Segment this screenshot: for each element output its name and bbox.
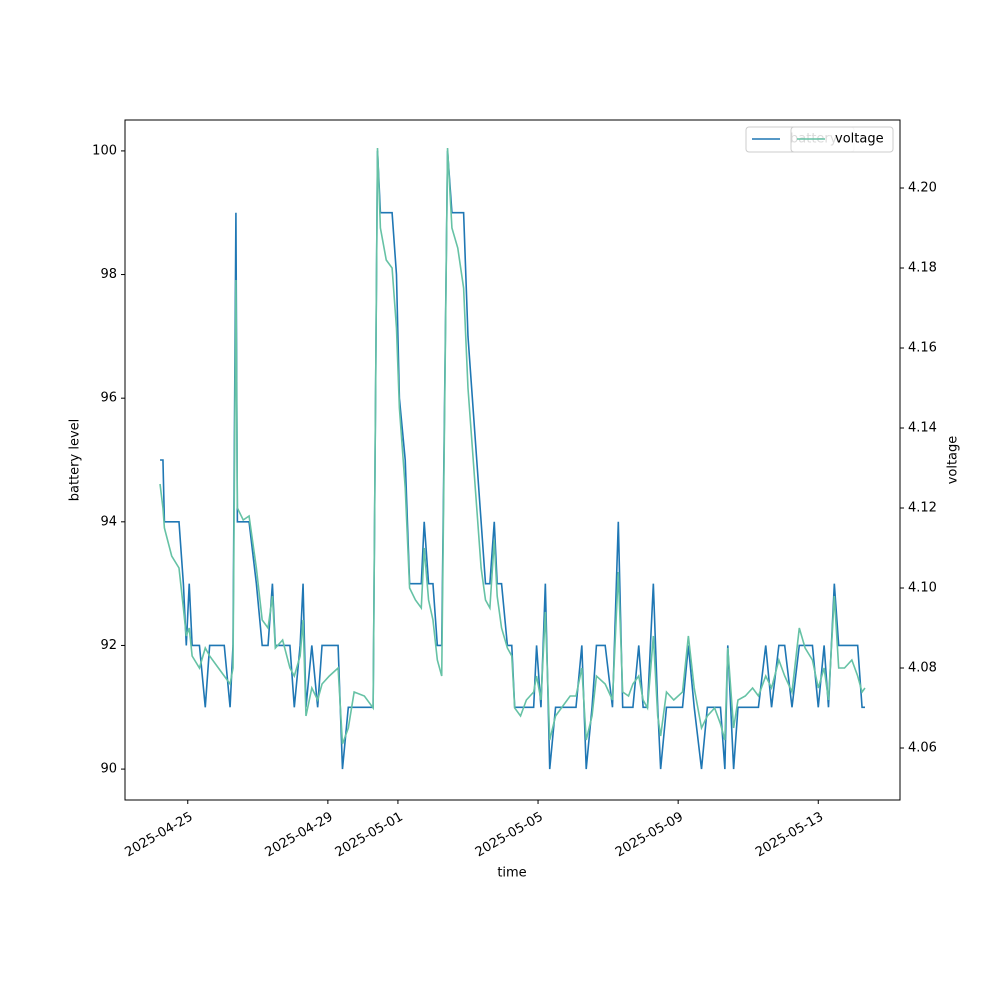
- y2-tick-label: 4.12: [908, 501, 937, 516]
- x-axis-label: time: [497, 866, 526, 881]
- y2-tick-label: 4.20: [908, 181, 937, 196]
- y2-tick-label: 4.08: [908, 661, 937, 676]
- y2-tick-label: 4.18: [908, 261, 937, 276]
- y-tick-label: 92: [100, 638, 117, 653]
- y-tick-label: 98: [100, 267, 117, 282]
- y2-tick-label: 4.16: [908, 341, 937, 356]
- y2-axis-label: voltage: [946, 436, 961, 485]
- y2-tick-label: 4.10: [908, 581, 937, 596]
- legend-box: [790, 126, 894, 153]
- line-series: [160, 150, 865, 770]
- y-tick-label: 90: [100, 762, 117, 777]
- y-tick-label: 96: [100, 391, 117, 406]
- y2-tick-label: 4.06: [908, 741, 937, 756]
- y-tick-label: 94: [100, 514, 117, 529]
- legend-label: voltage: [835, 132, 884, 147]
- y-tick-label: 100: [92, 143, 117, 158]
- line-series: [159, 147, 866, 745]
- y2-tick-label: 4.14: [908, 421, 937, 436]
- plot-frame: [124, 119, 901, 801]
- y-axis-label: battery level: [68, 419, 83, 502]
